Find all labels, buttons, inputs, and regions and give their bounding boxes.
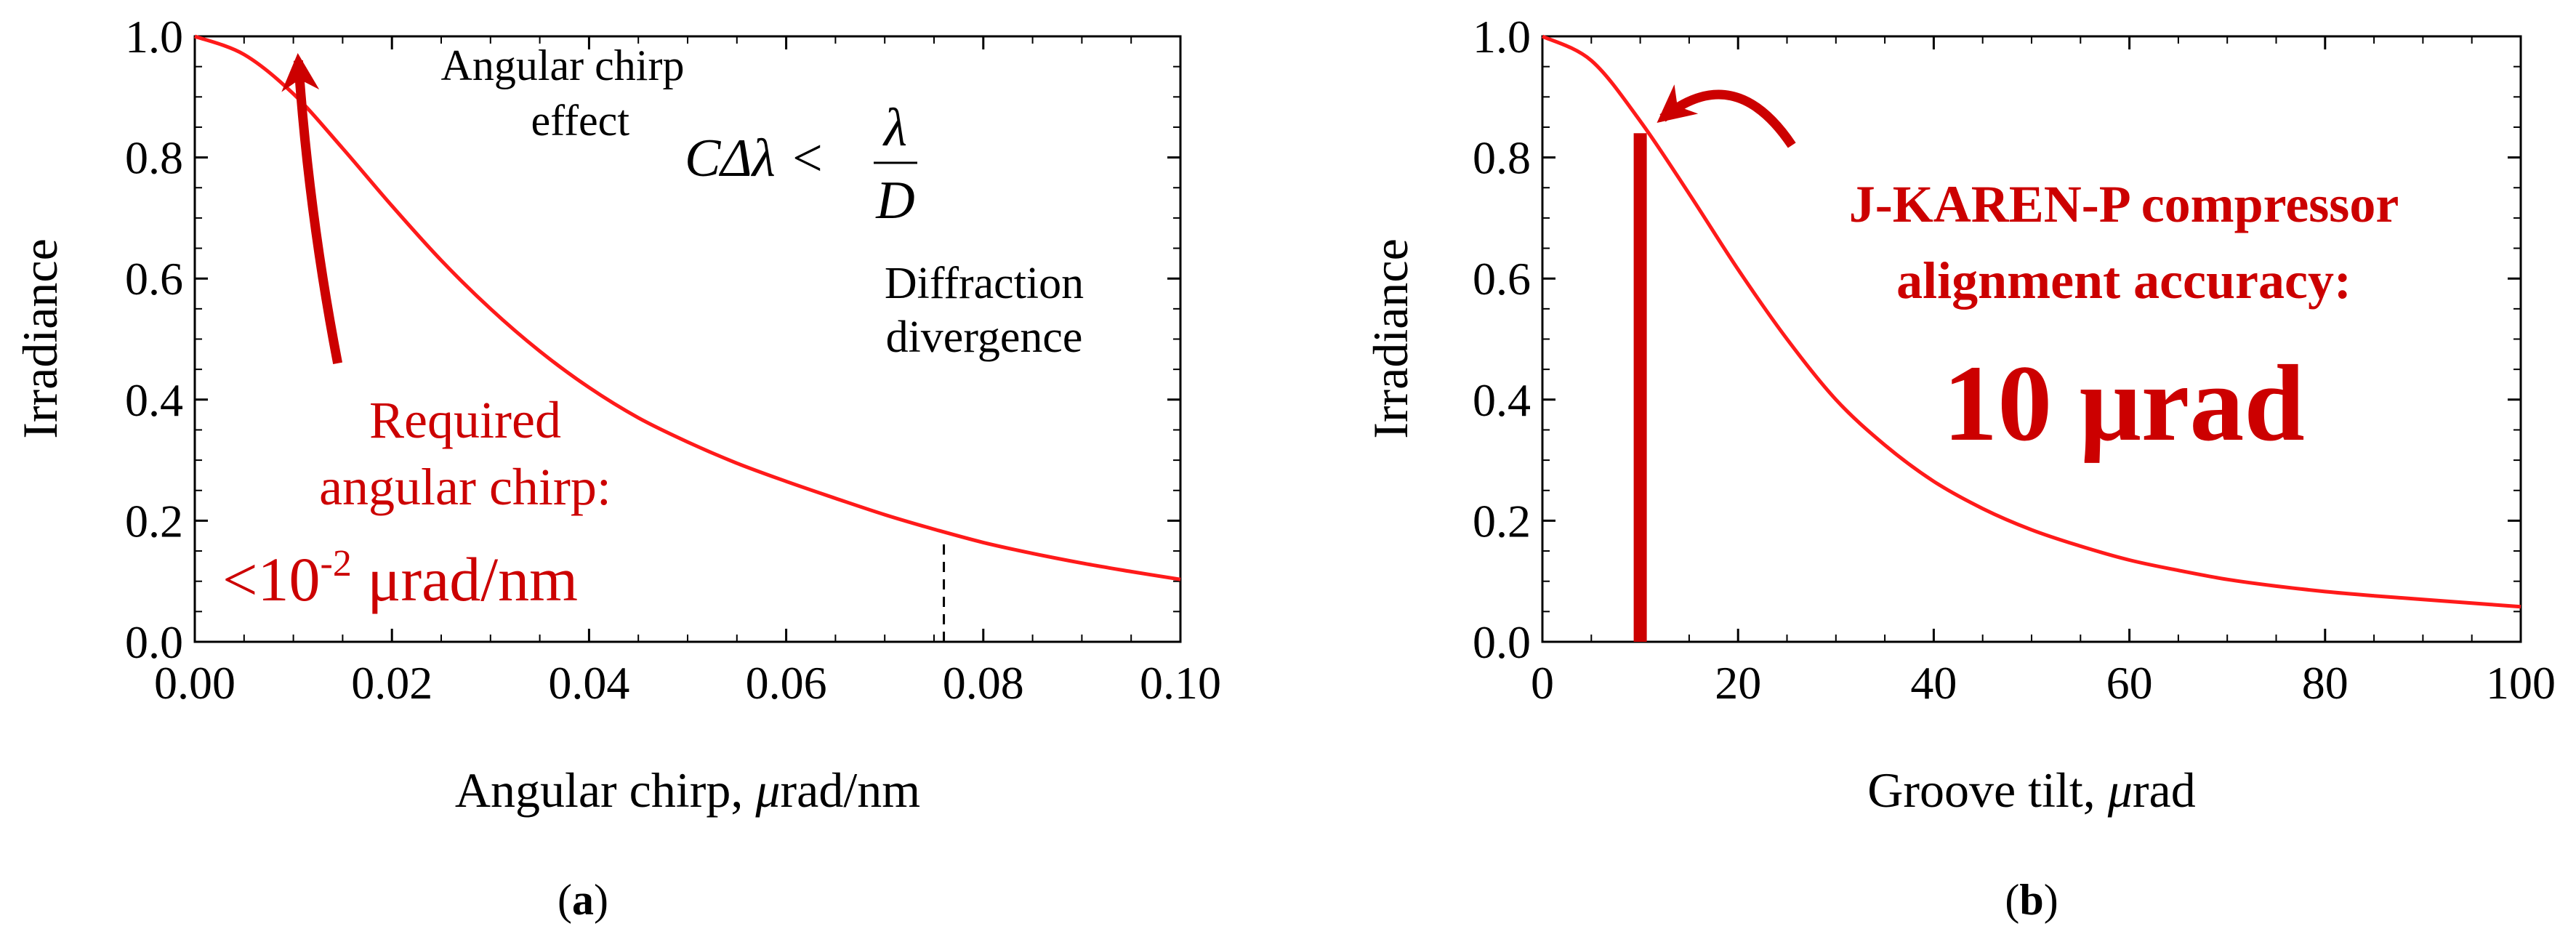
compressor-value: 10 μrad <box>1943 343 2305 464</box>
panel-b-x-tick-label: 100 <box>2486 657 2556 709</box>
panel-a-y-tick-label: 1.0 <box>125 11 183 63</box>
panel-b-y-tick-label: 0.2 <box>1473 495 1531 547</box>
required-value: <10-2 μrad/nm <box>222 543 578 614</box>
compressor-label-line1: J-KAREN-P compressor <box>1849 175 2399 233</box>
panel-b-arrow <box>1657 84 1796 148</box>
panel-b-y-ticks: 0.0 0.2 0.4 0.6 0.8 1.0 <box>1473 11 2521 668</box>
panel-a-y-tick-label: 0.0 <box>125 616 183 668</box>
panel-b-y-tick-label: 0.8 <box>1473 132 1531 184</box>
panel-a-y-ticks: 0.0 0.2 0.4 0.6 0.8 1.0 <box>125 11 1180 668</box>
panel-a-x-tick-label: 0.08 <box>943 657 1024 709</box>
panel-b-y-tick-label: 1.0 <box>1473 11 1531 63</box>
panel-a-x-axis-label: Angular chirp, μrad/nm <box>455 762 920 818</box>
panel-b-x-tick-label: 80 <box>2302 657 2348 709</box>
panel-b-y-tick-label: 0.4 <box>1473 374 1531 426</box>
angular-chirp-effect-label-line1: Angular chirp <box>441 41 685 89</box>
panel-b: 0.0 0.2 0.4 0.6 0.8 1.0 0 20 40 60 80 100 Irradian… <box>1363 11 2556 924</box>
angular-chirp-effect-label-line2: effect <box>531 97 630 145</box>
compressor-label-line2: alignment accuracy: <box>1896 251 2351 310</box>
panel-a-y-tick-label: 0.4 <box>125 374 183 426</box>
panel-b-y-axis-label: Irradiance <box>1363 238 1418 439</box>
diffraction-label-line1: Diffraction <box>885 259 1084 308</box>
panel-a-x-tick-label: 0.10 <box>1140 657 1221 709</box>
formula-left: CΔλ < <box>685 129 825 188</box>
panel-b-y-tick-label: 0.6 <box>1473 253 1531 305</box>
panel-a-curve <box>194 34 1181 581</box>
panel-b-x-tick-label: 40 <box>1910 657 1957 709</box>
panel-b-x-tick-label: 20 <box>1715 657 1761 709</box>
panel-b-x-ticks: 0 20 40 60 80 100 <box>1531 36 2556 709</box>
panel-b-x-axis-label: Groove tilt, μrad <box>1867 762 2195 818</box>
panel-b-bar <box>1633 133 1647 642</box>
panel-a-y-axis-label: Irradiance <box>12 238 68 439</box>
panel-a-y-tick-label: 0.6 <box>125 253 183 305</box>
panel-b-caption: (b) <box>2005 876 2058 924</box>
panel-a: 0.00.20.40.60.81.0 0.00 0.02 0.04 0.06 0.08 0… <box>12 11 1221 924</box>
panel-a-y-tick-label: 0.2 <box>125 495 183 547</box>
panel-a-x-tick-label: 0.06 <box>746 657 827 709</box>
formula-denominator: D <box>875 171 914 230</box>
panel-b-curve <box>1541 34 2521 609</box>
required-label-line1: Required <box>369 391 561 449</box>
panel-a-x-tick-label: 0.00 <box>154 657 236 709</box>
panel-a-caption: (a) <box>558 876 608 924</box>
panel-a-x-tick-label: 0.04 <box>548 657 629 709</box>
panel-a-x-tick-label: 0.02 <box>351 657 432 709</box>
panel-a-y-tick-label: 0.8 <box>125 132 183 184</box>
panel-a-arrow <box>281 52 343 365</box>
panel-b-frame <box>1541 35 2522 643</box>
diffraction-label-line2: divergence <box>886 313 1083 362</box>
required-label-line2: angular chirp: <box>319 458 611 516</box>
formula-numerator: λ <box>882 98 907 158</box>
panel-b-x-tick-label: 0 <box>1531 657 1554 709</box>
panel-b-x-tick-label: 60 <box>2106 657 2153 709</box>
panel-b-y-tick-label: 0.0 <box>1473 616 1531 668</box>
panel-a-x-ticks: 0.00 0.02 0.04 0.06 0.08 0.10 <box>154 36 1221 709</box>
